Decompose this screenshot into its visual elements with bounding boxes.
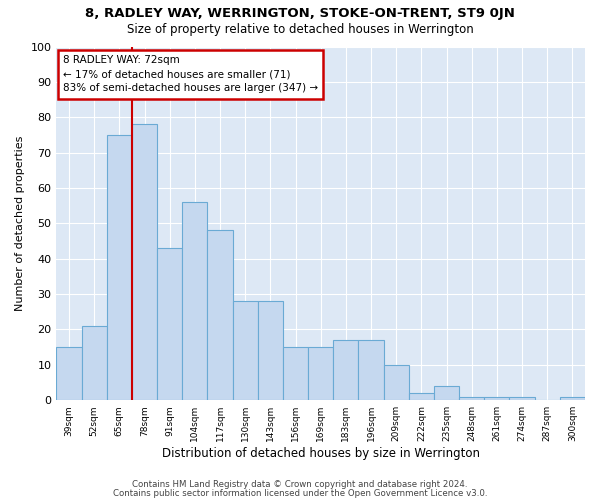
Text: Contains public sector information licensed under the Open Government Licence v3: Contains public sector information licen… bbox=[113, 488, 487, 498]
Bar bbox=[208, 230, 233, 400]
Bar bbox=[358, 340, 383, 400]
Bar bbox=[56, 347, 82, 400]
Bar bbox=[258, 301, 283, 400]
Bar bbox=[82, 326, 107, 400]
Bar bbox=[560, 396, 585, 400]
Bar bbox=[409, 393, 434, 400]
Text: 8, RADLEY WAY, WERRINGTON, STOKE-ON-TRENT, ST9 0JN: 8, RADLEY WAY, WERRINGTON, STOKE-ON-TREN… bbox=[85, 8, 515, 20]
Bar bbox=[333, 340, 358, 400]
Bar bbox=[107, 135, 132, 400]
Bar bbox=[182, 202, 208, 400]
Text: 8 RADLEY WAY: 72sqm
← 17% of detached houses are smaller (71)
83% of semi-detach: 8 RADLEY WAY: 72sqm ← 17% of detached ho… bbox=[63, 56, 318, 94]
Bar bbox=[308, 347, 333, 400]
Bar bbox=[459, 396, 484, 400]
X-axis label: Distribution of detached houses by size in Werrington: Distribution of detached houses by size … bbox=[162, 447, 480, 460]
Bar bbox=[509, 396, 535, 400]
Bar bbox=[283, 347, 308, 400]
Y-axis label: Number of detached properties: Number of detached properties bbox=[15, 136, 25, 311]
Text: Size of property relative to detached houses in Werrington: Size of property relative to detached ho… bbox=[127, 22, 473, 36]
Bar bbox=[434, 386, 459, 400]
Bar bbox=[132, 124, 157, 400]
Bar bbox=[157, 248, 182, 400]
Bar bbox=[233, 301, 258, 400]
Bar bbox=[383, 365, 409, 400]
Bar bbox=[484, 396, 509, 400]
Text: Contains HM Land Registry data © Crown copyright and database right 2024.: Contains HM Land Registry data © Crown c… bbox=[132, 480, 468, 489]
